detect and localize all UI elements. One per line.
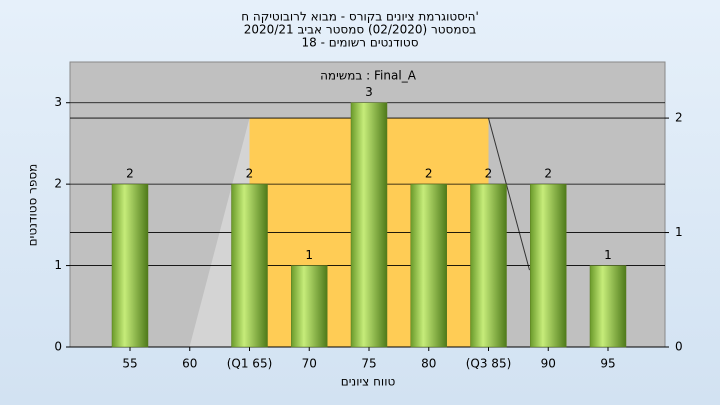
y-tick-label: 1 <box>54 258 62 272</box>
x-tick-label: (Q1 65) <box>227 357 273 371</box>
x-tick-label: 90 <box>541 357 556 371</box>
x-tick-label: 55 <box>122 357 137 371</box>
title-line: בסמסטר (02/2020) סמסטר אביב 2020/21 <box>244 23 476 37</box>
bar <box>589 265 627 348</box>
bar <box>231 183 268 348</box>
y-tick-label: 0 <box>54 340 62 354</box>
value-label: 2 <box>544 167 552 181</box>
y2-tick-label: 0 <box>675 340 683 354</box>
x-tick-label: 70 <box>302 357 317 371</box>
y-tick-label: 3 <box>54 95 62 109</box>
title-line: סטודנטים רשומים - 18 <box>301 36 418 50</box>
annotation: במשימה : Final_A <box>320 69 417 83</box>
x-tick-label: (Q3 85) <box>466 357 512 371</box>
x-tick-label: 95 <box>600 357 615 371</box>
x-tick-label: 80 <box>421 357 436 371</box>
y-tick-label: 2 <box>54 177 62 191</box>
y2-tick-label: 1 <box>675 225 683 239</box>
value-label: 2 <box>246 167 254 181</box>
bar <box>350 102 388 348</box>
bar <box>410 183 447 348</box>
value-label: 3 <box>365 85 373 99</box>
x-tick-label: 75 <box>361 357 376 371</box>
whisker <box>488 117 530 271</box>
bar <box>530 183 567 348</box>
bar <box>291 265 328 348</box>
y2-tick-label: 2 <box>675 111 683 125</box>
title-line: היסטוגרמת ציונים בקורס - מבוא לרובוטיקה … <box>241 10 479 24</box>
value-label: 1 <box>305 248 313 262</box>
value-label: 2 <box>126 167 134 181</box>
value-label: 2 <box>425 167 433 181</box>
value-label: 1 <box>604 248 612 262</box>
value-label: 2 <box>485 167 493 181</box>
bar <box>111 183 149 348</box>
y-axis-label: מספר סטודנטים <box>26 164 40 247</box>
x-axis-label: טווח ציונים <box>341 375 396 389</box>
bar <box>470 183 507 348</box>
x-tick-label: 60 <box>182 357 197 371</box>
